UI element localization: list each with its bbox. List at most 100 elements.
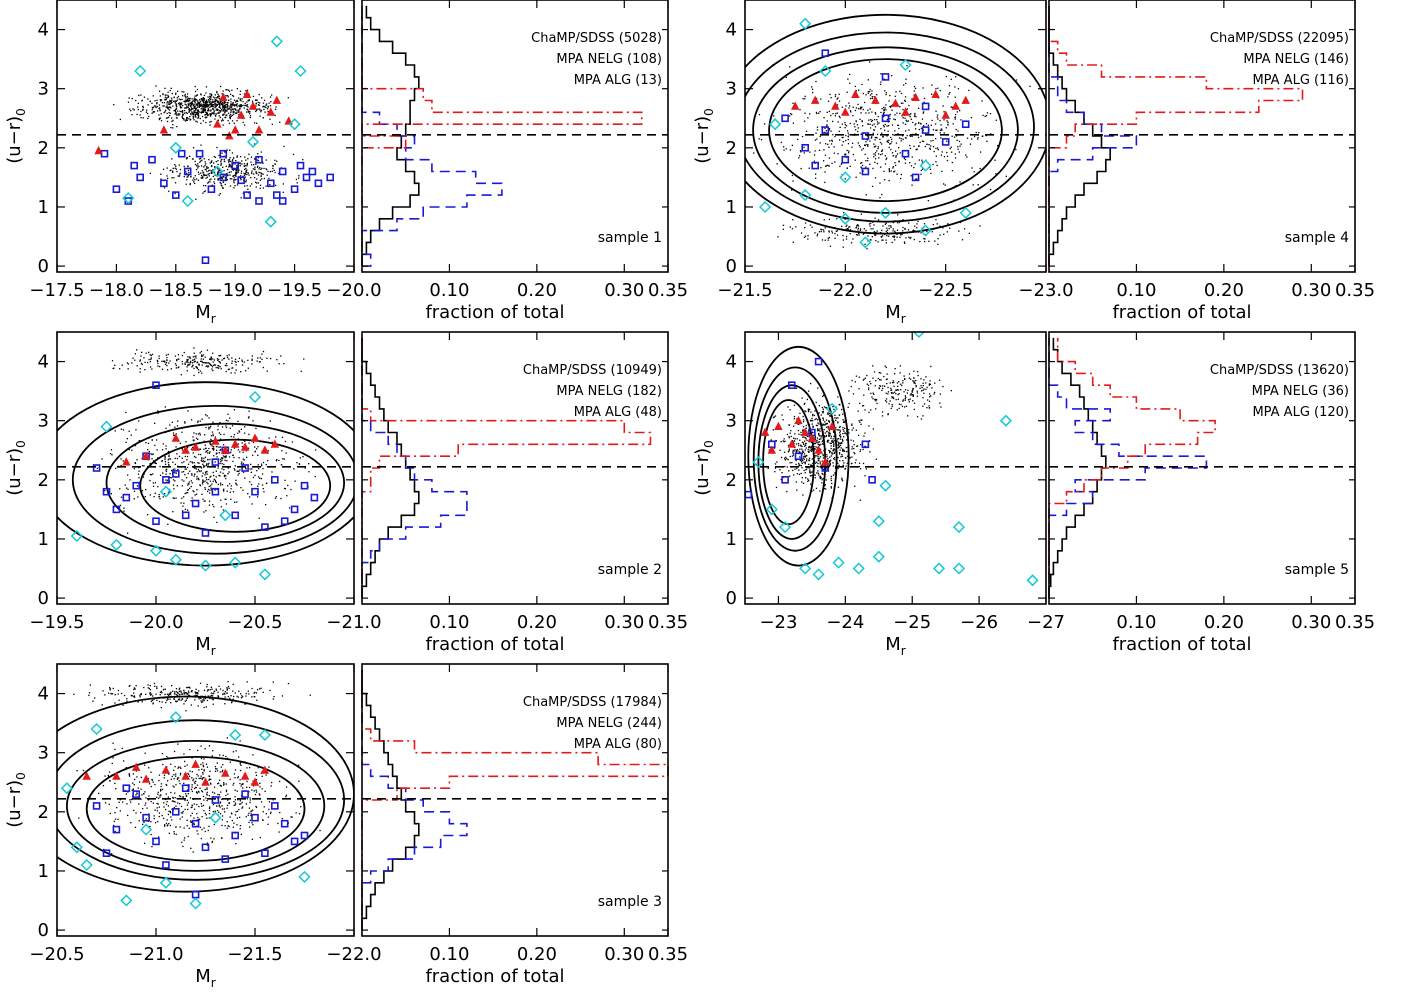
sample-dot [827,461,829,463]
sample-dot [194,473,196,475]
sample-dot [939,129,941,131]
sample-dot [201,364,203,366]
sample-dot [935,110,937,112]
hist-x-tick-label: 0.30 [604,612,644,633]
sample-dot [193,119,195,121]
sample-dot [172,127,174,129]
sample-dot [909,134,911,137]
sample-dot [165,473,167,475]
sample-dot [881,235,884,237]
sample-dot [896,233,898,235]
sample-dot [138,94,140,96]
sample-dot [255,771,257,774]
sample-dot [893,236,895,239]
sample-dot [949,227,951,229]
mpa-diamond-marker [899,58,912,72]
sample-dot [817,462,819,465]
sample-dot [224,177,227,179]
sample-dot [866,248,868,250]
sample-dot [229,452,231,454]
sample-dot [177,743,179,745]
sample-dot [227,102,229,104]
sample-dot [215,97,217,99]
sample-dot [209,695,211,697]
sample-dot [283,363,285,365]
sample-dot [212,804,215,806]
sample-dot [217,171,219,173]
sample-dot [243,172,245,175]
sample-dot [223,463,225,466]
sample-dot [237,109,239,111]
sample-dot [188,694,190,697]
sample-dot [163,774,166,776]
sample-dot [209,169,211,171]
sample-dot [234,804,237,806]
sample-dot [198,769,200,771]
sample-dot [261,473,264,475]
sample-dot [848,150,850,152]
sample-dot [209,181,211,183]
sample-dot [183,471,185,473]
sample-dot [940,124,942,126]
sample-dot [924,240,926,243]
sample-dot [225,503,228,505]
sample-dot [867,123,869,125]
sample-dot [894,130,896,132]
sample-dot [902,117,904,119]
sample-dot [166,479,169,481]
sample-dot [182,810,184,813]
density-contour [57,695,354,893]
sample-dot [221,468,223,470]
sample-dot [184,101,187,103]
sample-dot [185,118,187,121]
sample-dot [859,229,861,231]
sample-dot [880,128,882,130]
sample-dot [182,114,184,116]
sample-dot [196,478,198,480]
sample-dot [172,461,174,463]
sample-dot [197,477,199,480]
sample-dot [235,811,237,813]
sample-dot [817,233,819,235]
sample-dot [230,435,232,438]
sample-dot [837,444,839,446]
sample-dot [954,136,956,138]
sample-dot [231,89,233,91]
sample-dot [73,693,75,695]
sample-dot [184,492,186,495]
sample-dot [167,813,170,816]
sample-dot [237,100,239,102]
sample-dot [161,788,164,791]
sample-dot [170,169,172,171]
sample-dot [215,688,217,690]
sample-dot [200,174,203,177]
sample-dot [170,693,172,695]
sample-dot [168,453,170,455]
sample-dot [170,763,172,765]
sample-dot [152,95,154,97]
sample-dot [260,477,263,480]
sample-dot [254,446,256,448]
sample-dot [226,827,228,829]
sample-dot [207,181,210,183]
mpa-diamond-marker [859,236,872,249]
sample-dot [225,165,227,167]
alg-triangle-marker [951,101,960,110]
sample-dot [173,434,175,436]
nelg-square-marker [191,819,200,828]
sample-dot [191,98,193,100]
sample-dot [202,174,205,176]
sample-dot [222,754,224,757]
mpa-diamond-marker [189,897,202,910]
sample-dot [260,111,262,113]
sample-dot [139,114,141,116]
sample-dot [135,429,137,431]
sample-dot [156,99,158,101]
legend-entry: ChaMP/SDSS (17984) [523,695,662,710]
sample-dot [888,227,890,230]
sample-dot [809,475,812,477]
sample-dot [213,455,215,457]
sample-dot [836,98,838,100]
sample-dot [173,110,175,112]
sample-dot [227,413,229,415]
